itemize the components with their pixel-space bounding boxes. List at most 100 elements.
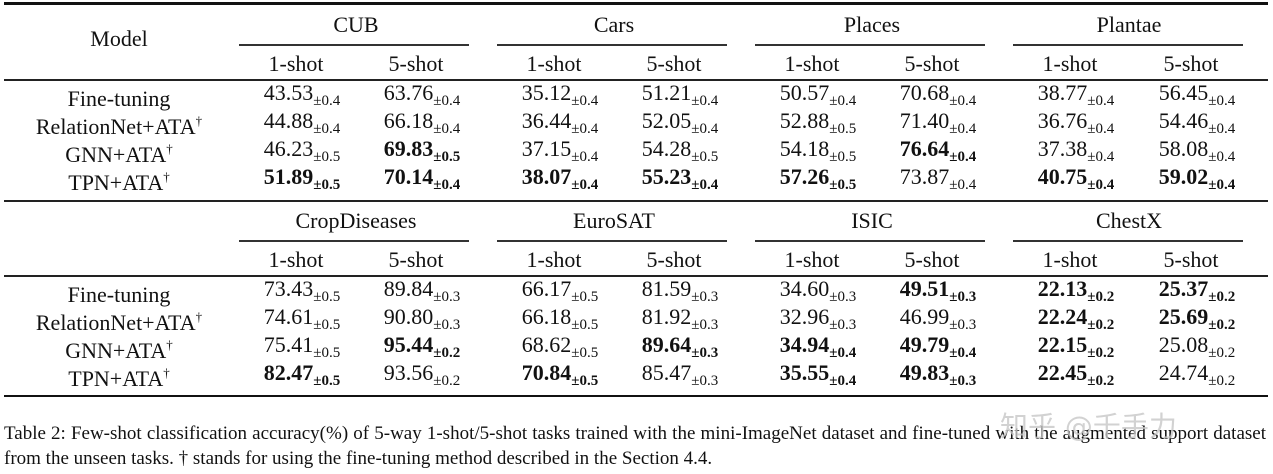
cell-value: 70.14 <box>383 164 434 189</box>
cell-value: 38.77 <box>1037 80 1088 105</box>
cell-std: ±0.5 <box>313 317 341 333</box>
cell-std: ±0.4 <box>571 93 599 109</box>
table-cell: 38.77±0.4 <box>1038 80 1114 114</box>
cell-value: 34.60 <box>779 276 830 301</box>
cell-std: ±0.5 <box>691 149 719 165</box>
cell-std: ±0.4 <box>691 121 719 137</box>
cell-value: 68.62 <box>521 332 572 357</box>
cell-std: ±0.2 <box>1208 345 1236 361</box>
model-label: Fine-tuning <box>67 86 171 111</box>
model-name: RelationNet+ATA† <box>4 108 234 140</box>
cell-std: ±0.4 <box>1208 93 1236 109</box>
cell-value: 50.57 <box>779 80 830 105</box>
table-cell: 74.61±0.5 <box>264 304 340 338</box>
cell-value: 75.41 <box>263 332 314 357</box>
shot-header: 5-shot <box>388 247 444 272</box>
table-cell: 22.13±0.2 <box>1038 276 1114 310</box>
shot-header: 5-shot <box>904 247 960 272</box>
table-cell: 90.80±0.3 <box>384 304 460 338</box>
cell-std: ±0.5 <box>829 149 857 165</box>
cell-value: 44.88 <box>263 108 314 133</box>
cell-value: 49.83 <box>899 360 950 385</box>
model-name: RelationNet+ATA† <box>4 304 234 336</box>
table-cell: 40.75±0.4 <box>1038 164 1114 198</box>
cell-std: ±0.5 <box>571 317 599 333</box>
shot-header: 1-shot <box>1042 51 1098 76</box>
model-label: GNN+ATA <box>65 338 167 363</box>
table-cell: 22.15±0.2 <box>1038 332 1114 366</box>
table-cell: 51.89±0.5 <box>264 164 340 198</box>
cell-std: ±0.2 <box>1087 345 1115 361</box>
cell-value: 81.92 <box>641 304 692 329</box>
cell-std: ±0.3 <box>829 317 857 333</box>
cell-std: ±0.3 <box>691 289 719 305</box>
cell-value: 25.37 <box>1158 276 1209 301</box>
cell-std: ±0.4 <box>571 149 599 165</box>
cell-value: 35.12 <box>521 80 572 105</box>
cell-std: ±0.4 <box>949 345 977 361</box>
table-cell: 36.76±0.4 <box>1038 108 1114 142</box>
cmidrule <box>239 44 469 46</box>
cell-std: ±0.2 <box>1208 317 1236 333</box>
cell-value: 22.15 <box>1037 332 1088 357</box>
cell-value: 22.13 <box>1037 276 1088 301</box>
cell-value: 24.74 <box>1158 360 1209 385</box>
cell-std: ±0.3 <box>949 317 977 333</box>
shot-header: 5-shot <box>1163 51 1219 76</box>
shot-header: 1-shot <box>526 51 582 76</box>
cell-std: ±0.5 <box>571 373 599 389</box>
table-cell: 54.46±0.4 <box>1159 108 1235 142</box>
cell-std: ±0.3 <box>691 373 719 389</box>
table-cell: 50.57±0.4 <box>780 80 856 114</box>
cell-value: 36.76 <box>1037 108 1088 133</box>
cell-std: ±0.2 <box>1087 289 1115 305</box>
cell-value: 66.18 <box>383 108 434 133</box>
table-cell: 82.47±0.5 <box>264 360 340 394</box>
table-cell: 66.18±0.4 <box>384 108 460 142</box>
cell-std: ±0.4 <box>1208 149 1236 165</box>
model-name: GNN+ATA† <box>4 332 234 364</box>
table-cell: 34.94±0.4 <box>780 332 856 366</box>
shot-header: 1-shot <box>268 247 324 272</box>
shot-header: 1-shot <box>1042 247 1098 272</box>
cell-value: 74.61 <box>263 304 314 329</box>
table-cell: 49.79±0.4 <box>900 332 976 366</box>
cell-std: ±0.4 <box>433 121 461 137</box>
table-cell: 57.26±0.5 <box>780 164 856 198</box>
table-cell: 70.68±0.4 <box>900 80 976 114</box>
table-cell: 25.08±0.2 <box>1159 332 1235 366</box>
cell-value: 51.89 <box>263 164 314 189</box>
cell-std: ±0.2 <box>1208 373 1236 389</box>
cell-std: ±0.4 <box>1087 177 1115 193</box>
table-cell: 70.84±0.5 <box>522 360 598 394</box>
cell-std: ±0.4 <box>433 177 461 193</box>
cell-std: ±0.2 <box>1087 317 1115 333</box>
table-caption: Table 2: Few-shot classification accurac… <box>4 423 1266 469</box>
shot-header: 1-shot <box>784 51 840 76</box>
cell-value: 40.75 <box>1037 164 1088 189</box>
table-cell: 68.62±0.5 <box>522 332 598 366</box>
cell-std: ±0.4 <box>313 121 341 137</box>
cell-value: 55.23 <box>641 164 692 189</box>
cell-value: 81.59 <box>641 276 692 301</box>
table-cell: 58.08±0.4 <box>1159 136 1235 170</box>
dataset-header-cub: CUB <box>333 12 379 37</box>
cell-std: ±0.4 <box>949 177 977 193</box>
cell-value: 85.47 <box>641 360 692 385</box>
table-cell: 43.53±0.4 <box>264 80 340 114</box>
cell-std: ±0.3 <box>949 289 977 305</box>
cmidrule <box>755 44 985 46</box>
cell-value: 52.05 <box>641 108 692 133</box>
cell-value: 43.53 <box>263 80 314 105</box>
table-cell: 37.38±0.4 <box>1038 136 1114 170</box>
cell-value: 89.64 <box>641 332 692 357</box>
table-cell: 49.83±0.3 <box>900 360 976 394</box>
watermark: 知乎 @千手力 <box>1000 410 1177 443</box>
cell-value: 70.84 <box>521 360 572 385</box>
cell-value: 32.96 <box>779 304 830 329</box>
cmidrule <box>497 44 727 46</box>
table-cell: 54.28±0.5 <box>642 136 718 170</box>
cell-std: ±0.4 <box>1087 149 1115 165</box>
cell-std: ±0.5 <box>829 121 857 137</box>
cell-std: ±0.3 <box>433 317 461 333</box>
